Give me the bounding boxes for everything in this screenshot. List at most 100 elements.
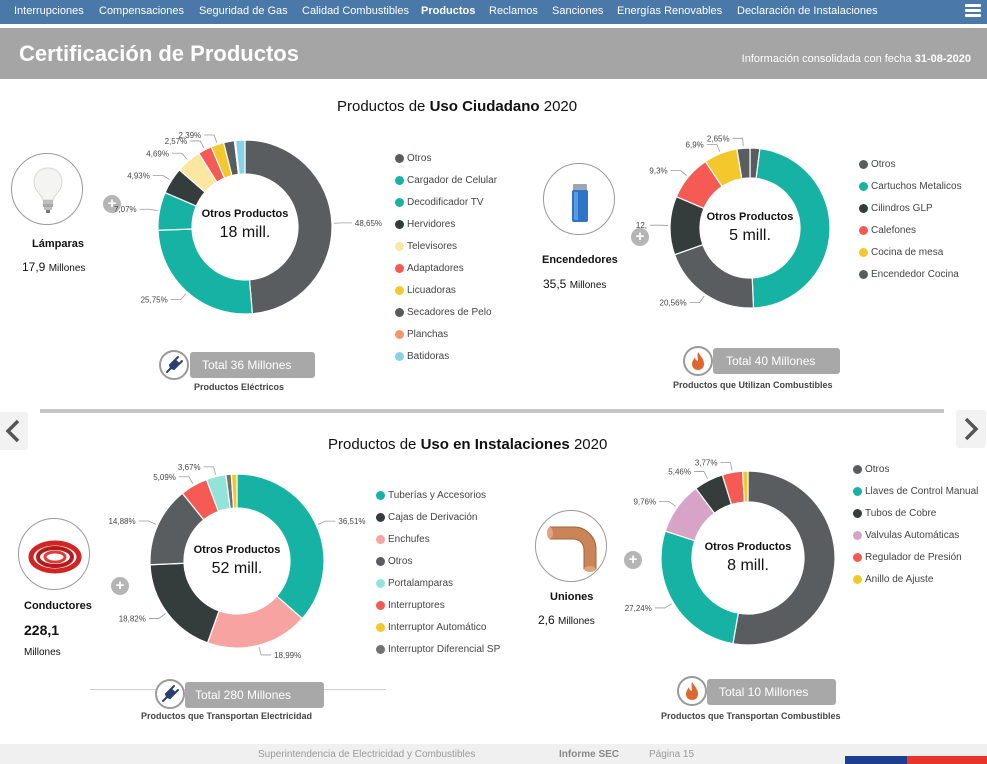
nav-item-reclamos[interactable]: Reclamos: [489, 5, 538, 17]
donut-center-label: Otros Productos: [707, 211, 794, 223]
nav-item-interrupciones[interactable]: Interrupciones: [14, 5, 84, 17]
nav-item-sanciones[interactable]: Sanciones: [552, 5, 604, 17]
legend-item[interactable]: Enchufes: [376, 528, 500, 550]
category-unit-conductores: Millones: [24, 647, 61, 658]
nav-item-compensaciones[interactable]: Compensaciones: [99, 5, 184, 17]
slice-batidoras[interactable]: [234, 139, 246, 175]
legend-dot: [395, 197, 404, 207]
legend-dot: [395, 219, 404, 229]
legend-item[interactable]: Tubos de Cobre: [853, 502, 978, 524]
legend-item[interactable]: Interruptor Diferencial SP: [376, 638, 500, 660]
category-value-encendedores: 35,5 Millones: [543, 277, 606, 291]
section-divider: [40, 409, 944, 413]
legend-item[interactable]: Hervidores: [395, 213, 497, 235]
slice-pct-label: 4,93%: [127, 171, 150, 180]
consolidated-date-value: 31-08-2020: [914, 53, 971, 65]
legend-item[interactable]: Anillo de Ajuste: [853, 568, 978, 590]
category-name-lamparas: Lámparas: [32, 238, 84, 250]
nav-item-productos[interactable]: Productos: [421, 5, 476, 17]
caption-electricos: Productos Eléctricos: [194, 382, 285, 392]
footer: Superintendencia de Electricidad y Combu…: [0, 744, 987, 764]
nav-item-seguridad-gas[interactable]: Seguridad de Gas: [199, 5, 288, 17]
legend-item[interactable]: Licuadoras: [395, 279, 497, 301]
legend-item[interactable]: Portalamparas: [376, 572, 500, 594]
legend-dot: [853, 574, 862, 584]
slice-anillo-de-ajuste[interactable]: [741, 470, 749, 503]
legend-dot: [395, 175, 404, 185]
nav-item-energias-renovables[interactable]: Energías Renovables: [617, 5, 723, 17]
slice-interruptor-automático[interactable]: [230, 473, 238, 509]
slice-otros[interactable]: [736, 147, 751, 180]
flame-icon: [677, 676, 707, 706]
next-arrow[interactable]: [956, 410, 986, 448]
legend-item[interactable]: Planchas: [395, 323, 497, 345]
legend-label: Anillo de Ajuste: [865, 573, 934, 585]
legend-electricos: Otros Cargador de Celular Decodificador TV…: [395, 147, 497, 367]
menu-icon[interactable]: [965, 4, 981, 18]
legend-dot: [395, 241, 404, 251]
section-title-bold: Uso Ciudadano: [429, 98, 540, 115]
legend-item[interactable]: Cajas de Derivación: [376, 506, 500, 528]
legend-item[interactable]: Cocina de mesa: [859, 241, 962, 263]
legend-label: Cocina de mesa: [871, 246, 944, 258]
nav-item-calidad-combustibles[interactable]: Calidad Combustibles: [302, 5, 409, 17]
legend-item[interactable]: Llaves de Control Manual: [853, 480, 978, 502]
legend-item[interactable]: Cargador de Celular: [395, 169, 497, 191]
slice-tuberías-y-accesorios[interactable]: [236, 473, 325, 620]
legend-item[interactable]: Otros: [395, 147, 497, 169]
slice-pct-label: 20,56%: [660, 299, 687, 308]
donut-chart-combustibles: 20,56% 12, 9,3% 6,9%2,65% Otros Productos 5 m…: [636, 134, 831, 309]
slice-cartuchos-metalicos[interactable]: [751, 147, 831, 309]
donut-center-value: 8 mill.: [727, 557, 769, 574]
legend-dot: [395, 329, 404, 339]
legend-label: Secadores de Pelo: [407, 306, 492, 318]
legend-item[interactable]: Cartuchos Metalicos: [859, 175, 962, 197]
legend-item[interactable]: Cilindros GLP: [859, 197, 962, 219]
legend-dot: [395, 351, 404, 361]
legend-item[interactable]: Valvulas Automáticas: [853, 524, 978, 546]
slice-pct-label: 18,82%: [119, 614, 146, 623]
legend-item[interactable]: Otros: [859, 153, 962, 175]
category-value: 35,5: [543, 277, 567, 291]
category-unit: Millones: [569, 280, 607, 291]
category-name-uniones: Uniones: [550, 591, 594, 603]
legend-item[interactable]: Otros: [376, 550, 500, 572]
slice-pct-label: 27,24%: [625, 604, 652, 613]
copper-elbow-icon: [535, 510, 607, 582]
legend-item[interactable]: Secadores de Pelo: [395, 301, 497, 323]
legend-item[interactable]: Calefones: [859, 219, 962, 241]
legend-item[interactable]: Tuberías y Accesorios: [376, 484, 500, 506]
legend-item[interactable]: Interruptor Automático: [376, 616, 500, 638]
category-value-conductores: 228,1: [24, 622, 60, 638]
nav-item-declaracion-instalaciones[interactable]: Declaración de Instalaciones: [737, 5, 878, 17]
cable-icon: [18, 518, 90, 590]
legend-item[interactable]: Encendedor Cocina: [859, 263, 962, 285]
legend-label: Tuberías y Accesorios: [388, 489, 487, 501]
legend-dot: [376, 600, 385, 610]
legend-label: Interruptor Diferencial SP: [388, 643, 501, 655]
legend-dot: [853, 552, 862, 562]
legend-dot: [376, 534, 385, 544]
legend-item[interactable]: Televisores: [395, 235, 497, 257]
slice-otros[interactable]: [732, 470, 836, 646]
slice-otros[interactable]: [244, 139, 333, 315]
legend-label: Interruptores: [388, 599, 445, 611]
legend-item[interactable]: Otros: [853, 458, 978, 480]
legend-item[interactable]: Interruptores: [376, 594, 500, 616]
donut-center-label: Otros Productos: [194, 544, 281, 556]
legend-label: Hervidores: [407, 218, 456, 230]
prev-arrow[interactable]: [0, 412, 28, 450]
legend-item[interactable]: Regulador de Presión: [853, 546, 978, 568]
plus-icon: +: [631, 228, 649, 246]
slice-pct-label: 7,07%: [114, 205, 137, 214]
section-title-year: 2020: [573, 436, 608, 453]
legend-label: Cilindros GLP: [871, 202, 933, 214]
legend-label: Batidoras: [407, 350, 450, 362]
legend-item[interactable]: Batidoras: [395, 345, 497, 367]
legend-item[interactable]: Decodificador TV: [395, 191, 497, 213]
legend-label: Encendedor Cocina: [871, 268, 959, 280]
legend-item[interactable]: Adaptadores: [395, 257, 497, 279]
legend-dot: [859, 269, 868, 279]
slice-pct-label: 9,3%: [649, 167, 667, 176]
legend-dot: [376, 644, 385, 654]
